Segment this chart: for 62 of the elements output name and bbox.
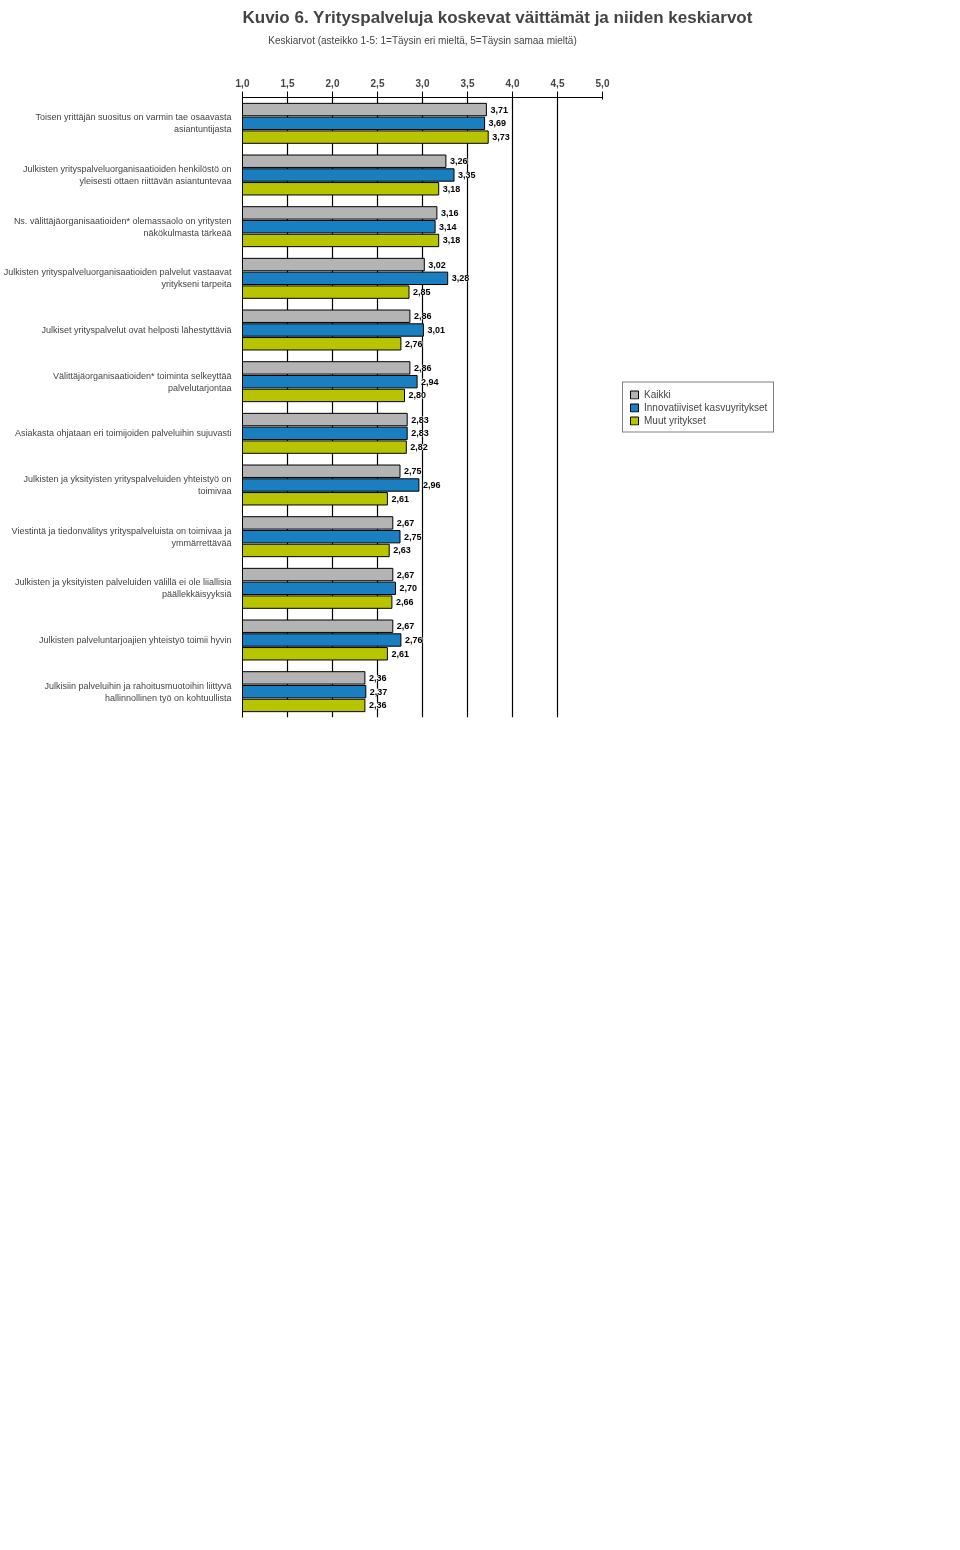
- data-label: 3,18: [442, 183, 461, 194]
- data-label: 3,69: [488, 118, 507, 129]
- x-tick-label: 4,5: [550, 77, 565, 89]
- data-label: 3,28: [451, 273, 470, 284]
- data-label: 2,75: [404, 531, 422, 542]
- data-label: 3,71: [490, 104, 508, 115]
- data-label: 2,83: [411, 414, 429, 425]
- data-label: 2,66: [395, 597, 414, 608]
- data-label: 2,86: [413, 362, 432, 373]
- x-tick-label: 2,0: [325, 77, 340, 89]
- y-tick-label: Julkisten palveluntarjoajien yhteistyö toimii hyvin: [38, 635, 232, 645]
- data-label: 3,35: [458, 170, 476, 180]
- y-tick-label: Julkisten ja yksityisten palveluiden välillä ei ole liiallisia päällekkäisyyksiä: [14, 577, 232, 600]
- data-label: 3,01: [427, 325, 445, 335]
- y-tick-label: Ns. välittäjäorganisaatioiden* olemassaolo on yritysten näkökulmasta tärkeää: [13, 215, 232, 238]
- data-label: 2,75: [404, 466, 422, 477]
- chart-title: Kuvio 6. Yrityspalveluja koskevat väittämät ja niiden keskiarvot: [242, 7, 753, 27]
- data-label: 3,16: [440, 207, 459, 218]
- data-label: 2,82: [410, 442, 428, 453]
- data-label: 2,61: [391, 648, 409, 659]
- legend-label: Kaikki: [644, 388, 671, 400]
- data-label: 3,73: [492, 132, 510, 143]
- data-label: 2,67: [396, 569, 415, 580]
- data-label: 2,36: [368, 672, 387, 683]
- x-tick-label: 1,5: [280, 77, 295, 89]
- data-label: 2,63: [393, 545, 411, 556]
- data-label: 3,26: [449, 156, 468, 167]
- data-label: 2,76: [404, 635, 423, 645]
- x-tick-label: 4,0: [505, 77, 520, 89]
- data-label: 2,86: [413, 311, 432, 322]
- y-tick-label: Julkisten yrityspalveluorganisaatioiden palvelut vastaavat yritykseni tarpeita: [3, 267, 232, 290]
- data-label: 2,94: [421, 376, 439, 387]
- legend-label: Muut yritykset: [644, 414, 706, 426]
- y-tick-label: Viestintä ja tiedonvälitys yrityspalveluista on toimivaa ja ymmärrettävää: [11, 525, 232, 548]
- x-tick-label: 2,5: [370, 77, 385, 89]
- legend-label: Innovatiiviset kasvuyritykset: [644, 401, 768, 413]
- data-label: 2,70: [399, 583, 418, 594]
- x-tick-label: 5,0: [595, 77, 610, 89]
- data-label: 2,76: [404, 338, 423, 349]
- y-tick-label: Julkisiin palveluihin ja rahoitusmuotoihin liittyvä hallinnollinen työ on kohtuullista: [44, 680, 232, 703]
- data-label: 2,83: [411, 428, 429, 439]
- data-label: 3,18: [442, 235, 461, 246]
- y-tick-label: Toisen yrittäjän suositus on varmin tae osaavasta asiantuntijasta: [35, 112, 232, 135]
- y-tick-label: Julkiset yrityspalvelut ovat helposti lähestyttäviä: [41, 325, 232, 335]
- data-label: 2,67: [396, 517, 415, 528]
- data-label: 2,80: [408, 390, 427, 401]
- data-label: 2,96: [422, 480, 441, 490]
- data-label: 2,67: [396, 621, 415, 632]
- y-tick-label: Julkisten ja yksityisten yrityspalveluiden yhteistyö on toimivaa: [23, 474, 232, 496]
- y-tick-label: Asiakasta ohjataan eri toimijoiden palveluihin sujuvasti: [14, 428, 232, 439]
- data-label: 3,14: [439, 221, 457, 232]
- x-tick-label: 3,5: [460, 77, 475, 89]
- data-label: 3,02: [428, 259, 446, 270]
- data-label: 2,61: [391, 493, 409, 504]
- data-label: 2,85: [413, 287, 431, 298]
- y-tick-label: Julkisten yrityspalveluorganisaatioiden henkilöstö on yleisesti ottaen riittävän asiantuntevaa: [22, 164, 232, 186]
- x-tick-label: 1,0: [235, 77, 250, 89]
- data-label: 2,37: [369, 686, 388, 697]
- x-tick-label: 3,0: [415, 77, 430, 89]
- x-axis-title: Keskiarvot (asteikko 1-5: 1=Täysin eri mieltä, 5=Täysin samaa mieltä): [268, 34, 577, 46]
- data-label: 2,36: [368, 700, 387, 711]
- y-tick-label: Välittäjäorganisaatioiden* toiminta selkeyttää palvelutarjontaa: [52, 370, 232, 393]
